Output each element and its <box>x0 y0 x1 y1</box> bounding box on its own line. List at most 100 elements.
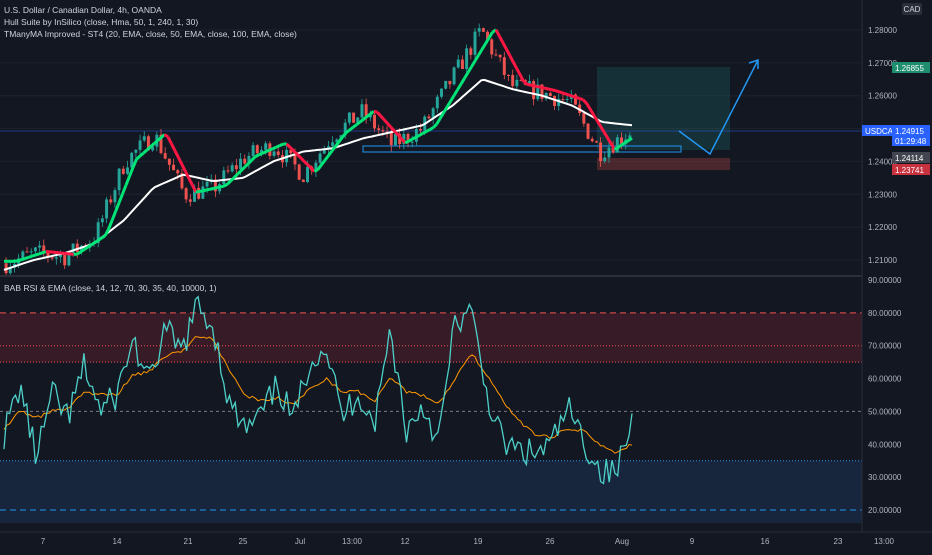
candle-body <box>603 158 606 162</box>
rsi-legend[interactable]: BAB RSI & EMA (close, 14, 12, 70, 30, 35… <box>4 283 217 293</box>
hull-segment <box>192 185 195 192</box>
position-loss-zone[interactable] <box>597 158 730 170</box>
time-tick-label: 14 <box>113 537 122 546</box>
candle-body <box>189 199 192 201</box>
hull-segment <box>95 240 98 242</box>
hull-suite-legend[interactable]: Hull Suite by InSilico (close, Hma, 50, … <box>4 16 297 28</box>
price-tag-label: 1.24114 <box>895 154 924 163</box>
hull-segment <box>458 84 461 90</box>
hull-segment <box>21 259 24 260</box>
hull-segment <box>227 181 230 184</box>
candle-body <box>499 55 502 57</box>
candle-body <box>30 251 33 252</box>
hull-segment <box>91 243 94 245</box>
candle-body <box>168 159 171 165</box>
candle-body <box>561 99 564 100</box>
candle-body <box>595 141 598 142</box>
candle-body <box>298 164 301 179</box>
hull-segment <box>39 253 42 254</box>
hull-segment <box>234 174 237 177</box>
candle-body <box>105 199 108 218</box>
candle-body <box>566 99 569 100</box>
time-tick-label: 12 <box>401 537 410 546</box>
hull-segment <box>269 149 272 151</box>
hull-segment <box>545 88 548 89</box>
hull-segment <box>370 111 373 114</box>
time-tick-label: 25 <box>239 537 248 546</box>
hull-segment <box>580 99 583 100</box>
candle-body <box>164 153 167 159</box>
rsi-bands <box>0 313 862 523</box>
rsi-tick-label: 60.00000 <box>868 375 902 384</box>
time-tick-label: 23 <box>834 537 843 546</box>
hull-segment <box>137 156 140 159</box>
time-tick-label: 7 <box>41 537 46 546</box>
time-tick-label: 19 <box>474 537 483 546</box>
time-tick-label: 26 <box>546 537 555 546</box>
hull-segment <box>409 139 412 141</box>
hull-segment <box>590 109 593 115</box>
hull-segment <box>437 119 440 125</box>
candle-body <box>448 81 451 84</box>
hull-segment <box>171 144 174 151</box>
candle-body <box>239 159 242 169</box>
price-tick-label: 1.26000 <box>868 92 897 101</box>
hull-segment <box>325 156 328 161</box>
candle-body <box>235 165 238 169</box>
candle-body <box>126 167 129 173</box>
hull-segment <box>454 90 457 96</box>
hull-segment <box>566 94 569 95</box>
candle-body <box>273 151 276 155</box>
hull-segment <box>367 114 370 117</box>
candle-body <box>381 130 384 131</box>
candle-body <box>348 113 351 123</box>
candle-body <box>440 89 443 97</box>
hull-segment <box>252 157 255 160</box>
candle-body <box>507 75 510 76</box>
candle-body <box>465 48 468 69</box>
hull-segment <box>475 55 478 61</box>
hull-segment <box>496 30 499 37</box>
candle-body <box>222 170 225 184</box>
hull-segment <box>42 252 45 253</box>
hull-segment <box>356 122 359 125</box>
rsi-tick-label: 80.00000 <box>868 309 902 318</box>
hull-segment <box>318 165 321 170</box>
hull-segment <box>35 254 38 255</box>
hull-segment <box>262 152 265 154</box>
candle-body <box>227 170 230 171</box>
time-tick-label: 21 <box>184 537 193 546</box>
hull-segment <box>465 73 468 79</box>
candle-body <box>390 132 393 145</box>
hull-segment <box>510 56 513 63</box>
hull-segment <box>126 176 129 185</box>
hull-segment <box>503 43 506 50</box>
hull-segment <box>301 158 304 161</box>
candle-body <box>549 93 552 96</box>
candle-body <box>515 80 518 86</box>
hull-segment <box>276 146 279 148</box>
hull-segment <box>461 78 464 84</box>
many-ma-legend[interactable]: TManyMA Improved - ST4 (20, EMA, close, … <box>4 28 297 40</box>
price-tag-label: 1.24915 <box>895 127 924 136</box>
hull-segment <box>297 154 300 157</box>
hull-segment <box>328 151 331 156</box>
candle-body <box>139 140 142 149</box>
hull-segment <box>105 229 108 236</box>
hull-segment <box>133 159 136 167</box>
hull-segment <box>321 160 324 165</box>
price-tick-label: 1.22000 <box>868 223 897 232</box>
hull-segment <box>98 238 101 240</box>
oversold-zone <box>0 461 862 523</box>
hull-segment <box>199 191 202 192</box>
symbol-title[interactable]: U.S. Dollar / Canadian Dollar, 4h, OANDA <box>4 4 297 16</box>
hull-segment <box>182 164 185 171</box>
hull-segment <box>144 150 147 153</box>
candle-body <box>113 190 116 202</box>
hull-segment <box>538 87 541 88</box>
hull-segment <box>430 128 433 130</box>
hull-segment <box>444 107 447 113</box>
